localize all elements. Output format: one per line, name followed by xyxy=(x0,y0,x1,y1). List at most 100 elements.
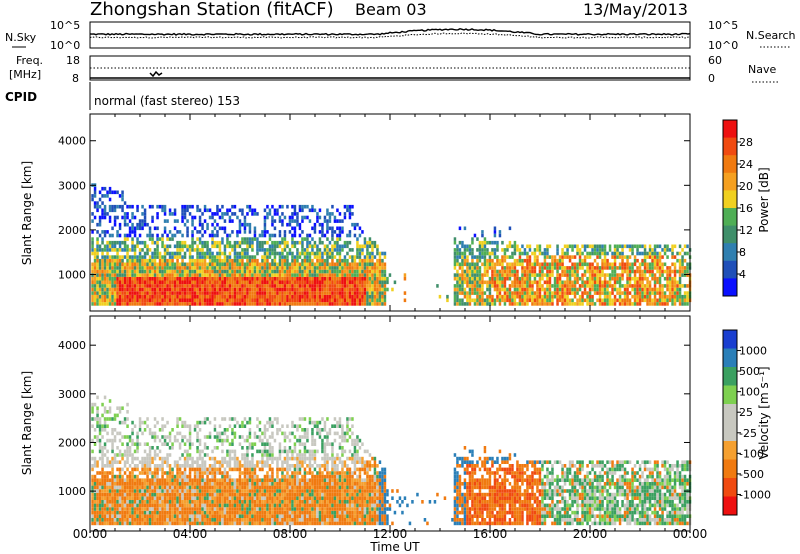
heatmap-cell xyxy=(306,273,309,277)
heatmap-cell xyxy=(296,248,299,252)
heatmap-cell xyxy=(196,251,199,256)
heatmap-cell xyxy=(341,258,344,263)
heatmap-cell xyxy=(373,302,377,306)
heatmap-cell xyxy=(191,215,194,220)
heatmap-cell xyxy=(166,269,169,274)
heatmap-cell xyxy=(121,248,124,252)
heatmap-cell xyxy=(171,251,174,256)
heatmap-cell xyxy=(131,492,134,497)
heatmap-cell xyxy=(128,500,132,504)
heatmap-cell xyxy=(636,276,639,281)
heatmap-cell xyxy=(258,262,262,267)
heatmap-cell xyxy=(103,284,107,288)
heatmap-cell xyxy=(208,287,212,292)
heatmap-cell xyxy=(131,482,134,486)
heatmap-cell xyxy=(596,284,599,288)
heatmap-cell xyxy=(108,500,112,504)
heatmap-cell xyxy=(223,291,227,295)
heatmap-cell xyxy=(183,485,187,490)
heatmap-cell xyxy=(188,489,192,493)
heatmap-cell xyxy=(313,230,317,234)
heatmap-cell xyxy=(473,287,477,292)
heatmap-cell xyxy=(136,464,139,468)
nave-label: Nave xyxy=(748,63,776,76)
heatmap-cell xyxy=(136,298,139,303)
heatmap-cell xyxy=(166,453,169,457)
heatmap-cell xyxy=(531,269,534,274)
heatmap-cell xyxy=(128,302,132,306)
heatmap-cell xyxy=(376,298,379,303)
heatmap-cell xyxy=(316,276,319,281)
heatmap-cell xyxy=(136,258,139,263)
heatmap-cell xyxy=(573,280,577,285)
heatmap-cell xyxy=(501,287,504,292)
heatmap-cell xyxy=(151,500,154,504)
heatmap-cell xyxy=(136,291,139,295)
heatmap-cell xyxy=(338,248,342,252)
heatmap-cell xyxy=(213,244,217,249)
heatmap-cell xyxy=(168,471,172,475)
heatmap-cell xyxy=(158,478,162,482)
heatmap-cell xyxy=(263,262,267,267)
heatmap-cell xyxy=(133,248,137,252)
heatmap-cell xyxy=(133,273,137,277)
heatmap-cell xyxy=(148,255,152,259)
heatmap-cell xyxy=(136,496,139,500)
heatmap-cell xyxy=(328,215,332,220)
heatmap-cell xyxy=(598,280,602,285)
heatmap-cell xyxy=(686,298,689,303)
heatmap-cell xyxy=(93,485,97,490)
heatmap-cell xyxy=(656,258,659,263)
heatmap-cell xyxy=(358,266,362,270)
heatmap-cell xyxy=(458,262,462,267)
heatmap-cell xyxy=(313,294,317,299)
heatmap-cell xyxy=(198,291,202,295)
heatmap-cell xyxy=(253,230,257,234)
heatmap-cell xyxy=(136,294,139,299)
heatmap-cell xyxy=(236,276,239,281)
heatmap-cell xyxy=(371,294,374,299)
heatmap-cell xyxy=(228,298,232,303)
heatmap-cell xyxy=(146,424,149,428)
heatmap-cell xyxy=(93,266,97,270)
heatmap-cell xyxy=(608,284,612,288)
heatmap-cell xyxy=(91,518,94,522)
heatmap-cell xyxy=(133,287,137,292)
heatmap-cell xyxy=(338,298,342,303)
heatmap-cell xyxy=(528,258,532,263)
heatmap-cell xyxy=(128,510,132,515)
heatmap-cell xyxy=(338,291,342,295)
heatmap-cell xyxy=(403,273,407,277)
heatmap-cell xyxy=(131,230,134,234)
heatmap-cell xyxy=(108,503,112,508)
heatmap-cell xyxy=(161,500,164,504)
heatmap-cell xyxy=(106,518,109,522)
heatmap-cell xyxy=(636,294,639,299)
heatmap-cell xyxy=(258,244,262,249)
heatmap-cell xyxy=(636,284,639,288)
heatmap-cell xyxy=(121,442,124,446)
heatmap-cell xyxy=(108,482,112,486)
heatmap-cell xyxy=(306,215,309,220)
heatmap-cell xyxy=(553,294,557,299)
heatmap-cell xyxy=(301,208,304,213)
heatmap-cell xyxy=(263,248,267,252)
heatmap-cell xyxy=(293,302,297,306)
heatmap-cell xyxy=(246,287,249,292)
heatmap-cell xyxy=(206,489,209,493)
heatmap-cell xyxy=(291,258,294,263)
heatmap-cell xyxy=(246,269,249,274)
heatmap-cell xyxy=(291,276,294,281)
heatmap-cell xyxy=(133,266,137,270)
heatmap-cell xyxy=(388,273,392,277)
heatmap-cell xyxy=(293,219,297,223)
heatmap-cell xyxy=(638,273,642,277)
heatmap-cell xyxy=(171,212,174,216)
heatmap-cell xyxy=(673,291,677,295)
heatmap-cell xyxy=(221,302,224,306)
heatmap-cell xyxy=(158,510,162,515)
heatmap-cell xyxy=(453,266,457,270)
heatmap-cell xyxy=(271,204,274,209)
heatmap-cell xyxy=(251,269,254,274)
